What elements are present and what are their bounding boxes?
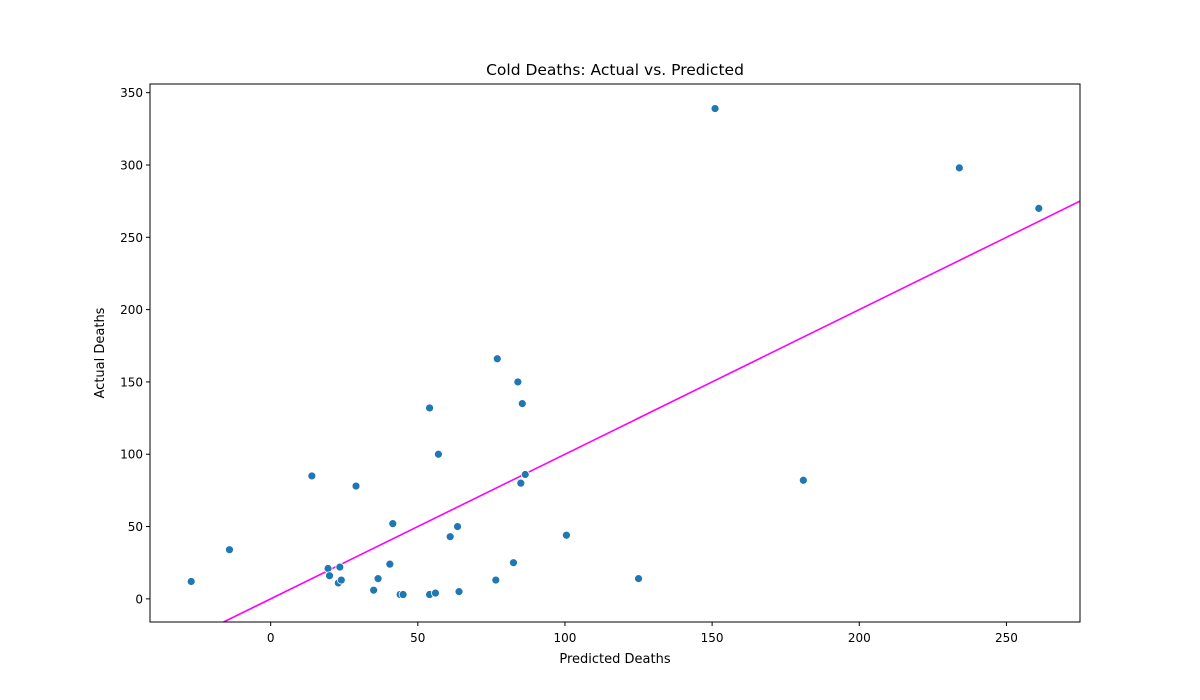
y-tick-label: 150 (120, 375, 143, 389)
data-point (562, 530, 571, 540)
data-point (492, 354, 502, 364)
x-axis-label: Predicted Deaths (559, 652, 670, 667)
data-point (388, 519, 398, 529)
y-tick-label: 300 (120, 158, 143, 172)
x-tick-label: 150 (701, 631, 724, 645)
x-tick-label: 50 (410, 631, 425, 645)
y-tick-label: 250 (120, 231, 143, 245)
plot-area: 0 50 100 150 200 250 0 50 100 150 200 250 300 350 (120, 83, 1081, 645)
y-tick-label: 50 (128, 520, 143, 534)
plot-frame (149, 83, 1081, 623)
x-tick-label: 100 (554, 631, 577, 645)
data-point (323, 564, 333, 573)
x-tick-label: 250 (995, 631, 1018, 645)
data-point (516, 478, 526, 488)
reference-line (223, 200, 1080, 622)
data-point (225, 545, 234, 555)
data-point (425, 403, 434, 413)
data-point (369, 585, 379, 595)
data-point (336, 575, 346, 585)
data-point (798, 475, 808, 485)
data-point (385, 559, 395, 569)
data-point (491, 575, 501, 585)
data-point (634, 574, 643, 584)
data-point (509, 558, 518, 568)
data-point (517, 399, 527, 409)
data-point (954, 163, 964, 173)
data-point (431, 588, 440, 598)
x-tick-label: 0 (267, 631, 275, 645)
data-point (513, 377, 523, 387)
data-point (454, 587, 464, 597)
data-point (351, 481, 361, 491)
data-point (520, 470, 530, 479)
data-point (445, 532, 455, 542)
data-point (398, 590, 408, 599)
y-tick-label: 100 (120, 448, 143, 462)
data-point (710, 104, 720, 113)
y-tick-label: 350 (120, 86, 143, 100)
data-point (325, 571, 334, 581)
y-tick-label: 200 (120, 303, 143, 317)
x-tick-label: 200 (848, 631, 871, 645)
chart-title: Cold Deaths: Actual vs. Predicted (486, 61, 744, 79)
data-point (1034, 203, 1044, 213)
y-axis-label: Actual Deaths (93, 307, 108, 398)
data-point (434, 449, 443, 459)
data-point (307, 471, 317, 481)
y-tick-label: 0 (135, 592, 143, 606)
data-point (373, 574, 383, 584)
data-point (186, 577, 196, 586)
data-point (335, 562, 345, 572)
data-point (453, 522, 462, 531)
